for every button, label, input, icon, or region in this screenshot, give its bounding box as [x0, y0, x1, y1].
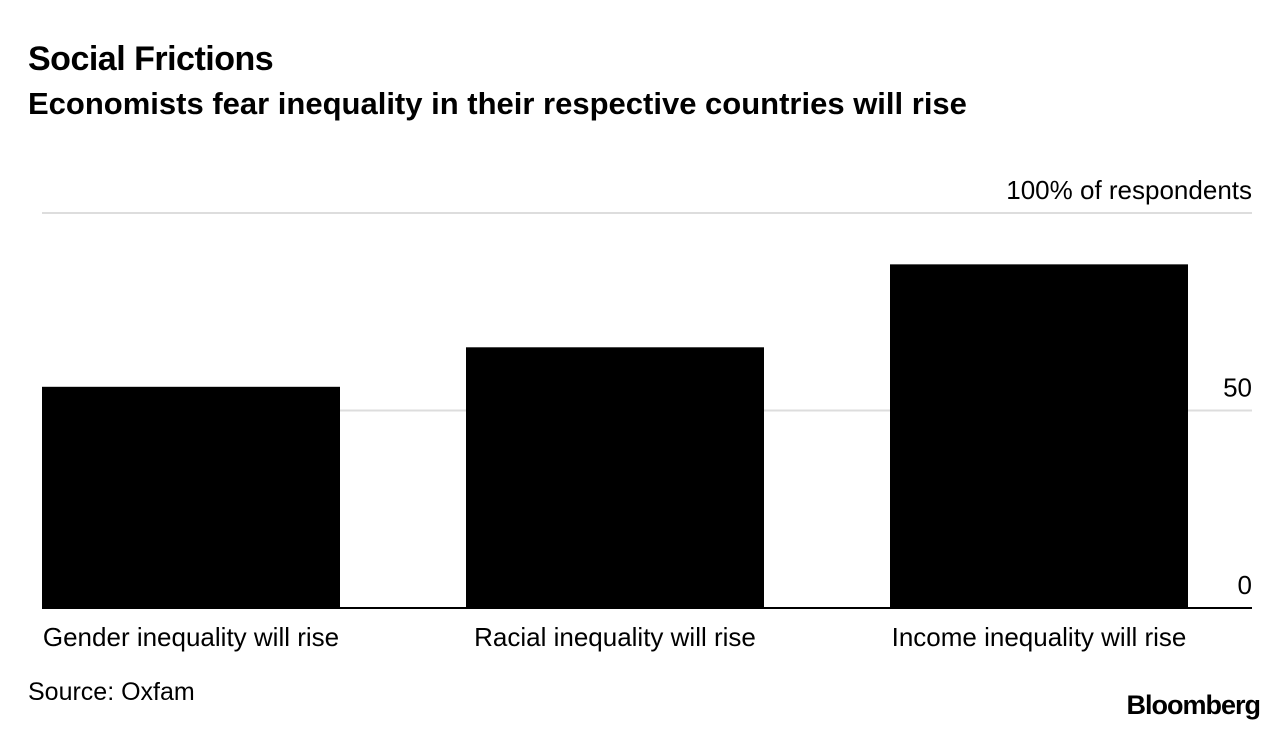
bloomberg-logo: Bloomberg — [1126, 690, 1261, 720]
bars — [42, 264, 1188, 608]
bar-2 — [466, 347, 764, 608]
bar-1 — [42, 386, 340, 608]
chart-title: Social Frictions — [28, 40, 274, 78]
chart-subtitle: Economists fear inequality in their resp… — [28, 86, 967, 121]
source-note: Source: Oxfam — [28, 678, 195, 706]
category-labels: Gender inequality will rise Racial inequa… — [43, 622, 1187, 652]
y-tick-label-0: 0 — [1238, 570, 1252, 600]
y-tick-label-100: 100% of respondents — [1006, 175, 1252, 205]
category-label-2: Racial inequality will rise — [474, 622, 756, 652]
category-label-1: Gender inequality will rise — [43, 622, 339, 652]
y-tick-label-50: 50 — [1223, 373, 1252, 403]
bar-3 — [890, 264, 1188, 608]
category-label-3: Income inequality will rise — [892, 622, 1187, 652]
y-tick-labels: 0 50 100% of respondents — [1006, 175, 1252, 600]
